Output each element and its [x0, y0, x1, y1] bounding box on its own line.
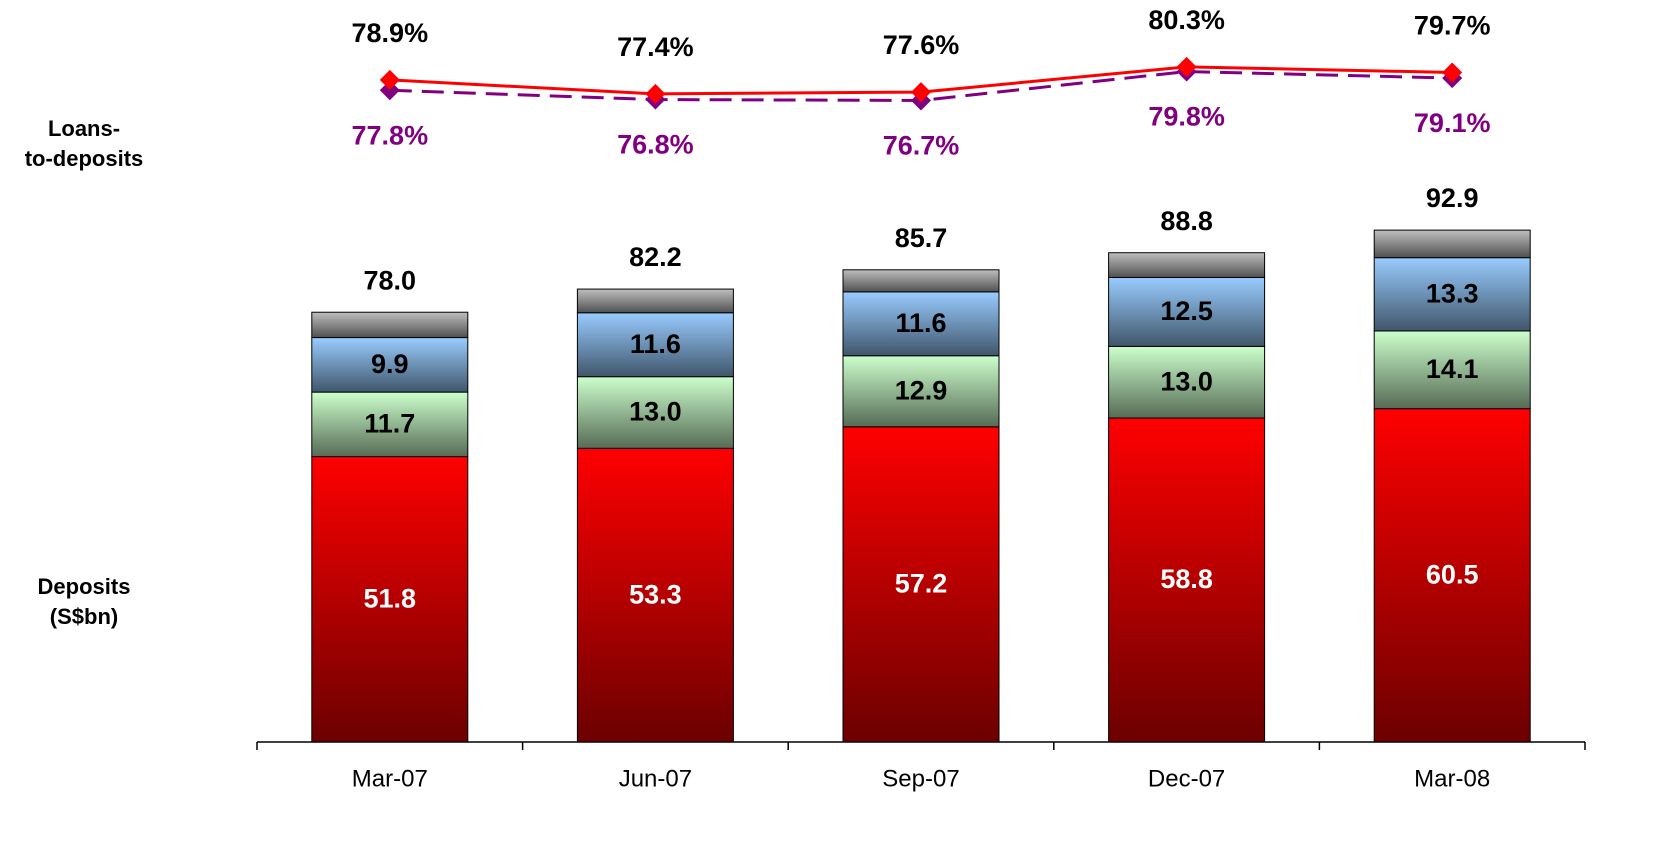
bar-segment [842, 291, 1000, 357]
bar-segment [1373, 229, 1531, 259]
bar-segment [311, 311, 469, 339]
total-label: 92.9 [1426, 183, 1479, 213]
bar-segment [842, 355, 1000, 428]
data-label: 57.2 [895, 569, 948, 599]
row-label-text: to-deposits [25, 146, 144, 171]
data-label: 76.7% [883, 131, 960, 161]
bar-segment [1373, 257, 1531, 332]
bar-segment [1108, 252, 1266, 279]
bar-segment [1373, 330, 1531, 410]
bar-segment [311, 456, 469, 743]
data-label: 60.5 [1426, 559, 1479, 589]
data-label: 11.6 [895, 308, 946, 338]
x-tick-label: Mar-07 [352, 765, 428, 792]
bar-segment [576, 376, 734, 449]
data-label: 51.8 [364, 583, 417, 613]
data-label: 79.8% [1148, 102, 1225, 132]
data-label: 80.3% [1148, 5, 1225, 35]
data-label: 53.3 [629, 579, 682, 609]
bar-segment [576, 447, 734, 743]
row-label: Loans-to-deposits [25, 116, 144, 171]
line-marker [1442, 62, 1463, 83]
row-label: Deposits (S$bn) [38, 574, 131, 629]
data-label: 77.6% [883, 30, 960, 60]
line-marker [379, 80, 400, 101]
row-label-text: Loans- [48, 116, 120, 141]
total-label: 85.7 [895, 223, 948, 253]
row-label-text: (S$bn) [50, 604, 118, 629]
total-label: 82.2 [629, 242, 682, 272]
total-label: 78.0 [364, 265, 417, 295]
data-label: 58.8 [1160, 564, 1213, 594]
data-label: 13.0 [1160, 366, 1213, 396]
bar-segment [311, 337, 469, 393]
bar-segment [1108, 277, 1266, 347]
data-label: 13.0 [629, 397, 682, 427]
x-tick-label: Dec-07 [1148, 765, 1225, 792]
bar-segment [1373, 408, 1531, 743]
data-label: 78.9% [352, 18, 429, 48]
bar-segment [842, 426, 1000, 743]
data-label: 14.1 [1426, 354, 1479, 384]
bar-segment [576, 288, 734, 314]
data-label: 11.7 [364, 408, 415, 438]
line-marker [1176, 56, 1197, 77]
bar-segment [1108, 417, 1266, 743]
x-tick-label: Sep-07 [882, 765, 959, 792]
bar-segment [1108, 345, 1266, 419]
data-label: 13.3 [1426, 278, 1479, 308]
data-label: 12.5 [1160, 296, 1213, 326]
row-label-text: Deposits [38, 574, 131, 599]
data-label: 9.9 [371, 349, 409, 379]
x-tick-label: Jun-07 [619, 765, 692, 792]
line-marker [379, 69, 400, 90]
line-marker [911, 82, 931, 103]
total-label: 88.8 [1160, 206, 1213, 236]
data-label: 76.8% [617, 130, 694, 160]
bar-segment [842, 269, 1000, 293]
data-label: 77.4% [617, 32, 694, 62]
line-marker [645, 83, 666, 104]
data-label: 77.8% [352, 120, 429, 150]
bar-segment [576, 312, 734, 378]
data-label: 12.9 [895, 375, 948, 405]
data-label: 79.7% [1414, 11, 1491, 41]
bar-segment [311, 391, 469, 458]
data-label: 79.1% [1414, 108, 1491, 138]
data-label: 11.6 [630, 329, 681, 359]
x-tick-label: Mar-08 [1414, 765, 1490, 792]
